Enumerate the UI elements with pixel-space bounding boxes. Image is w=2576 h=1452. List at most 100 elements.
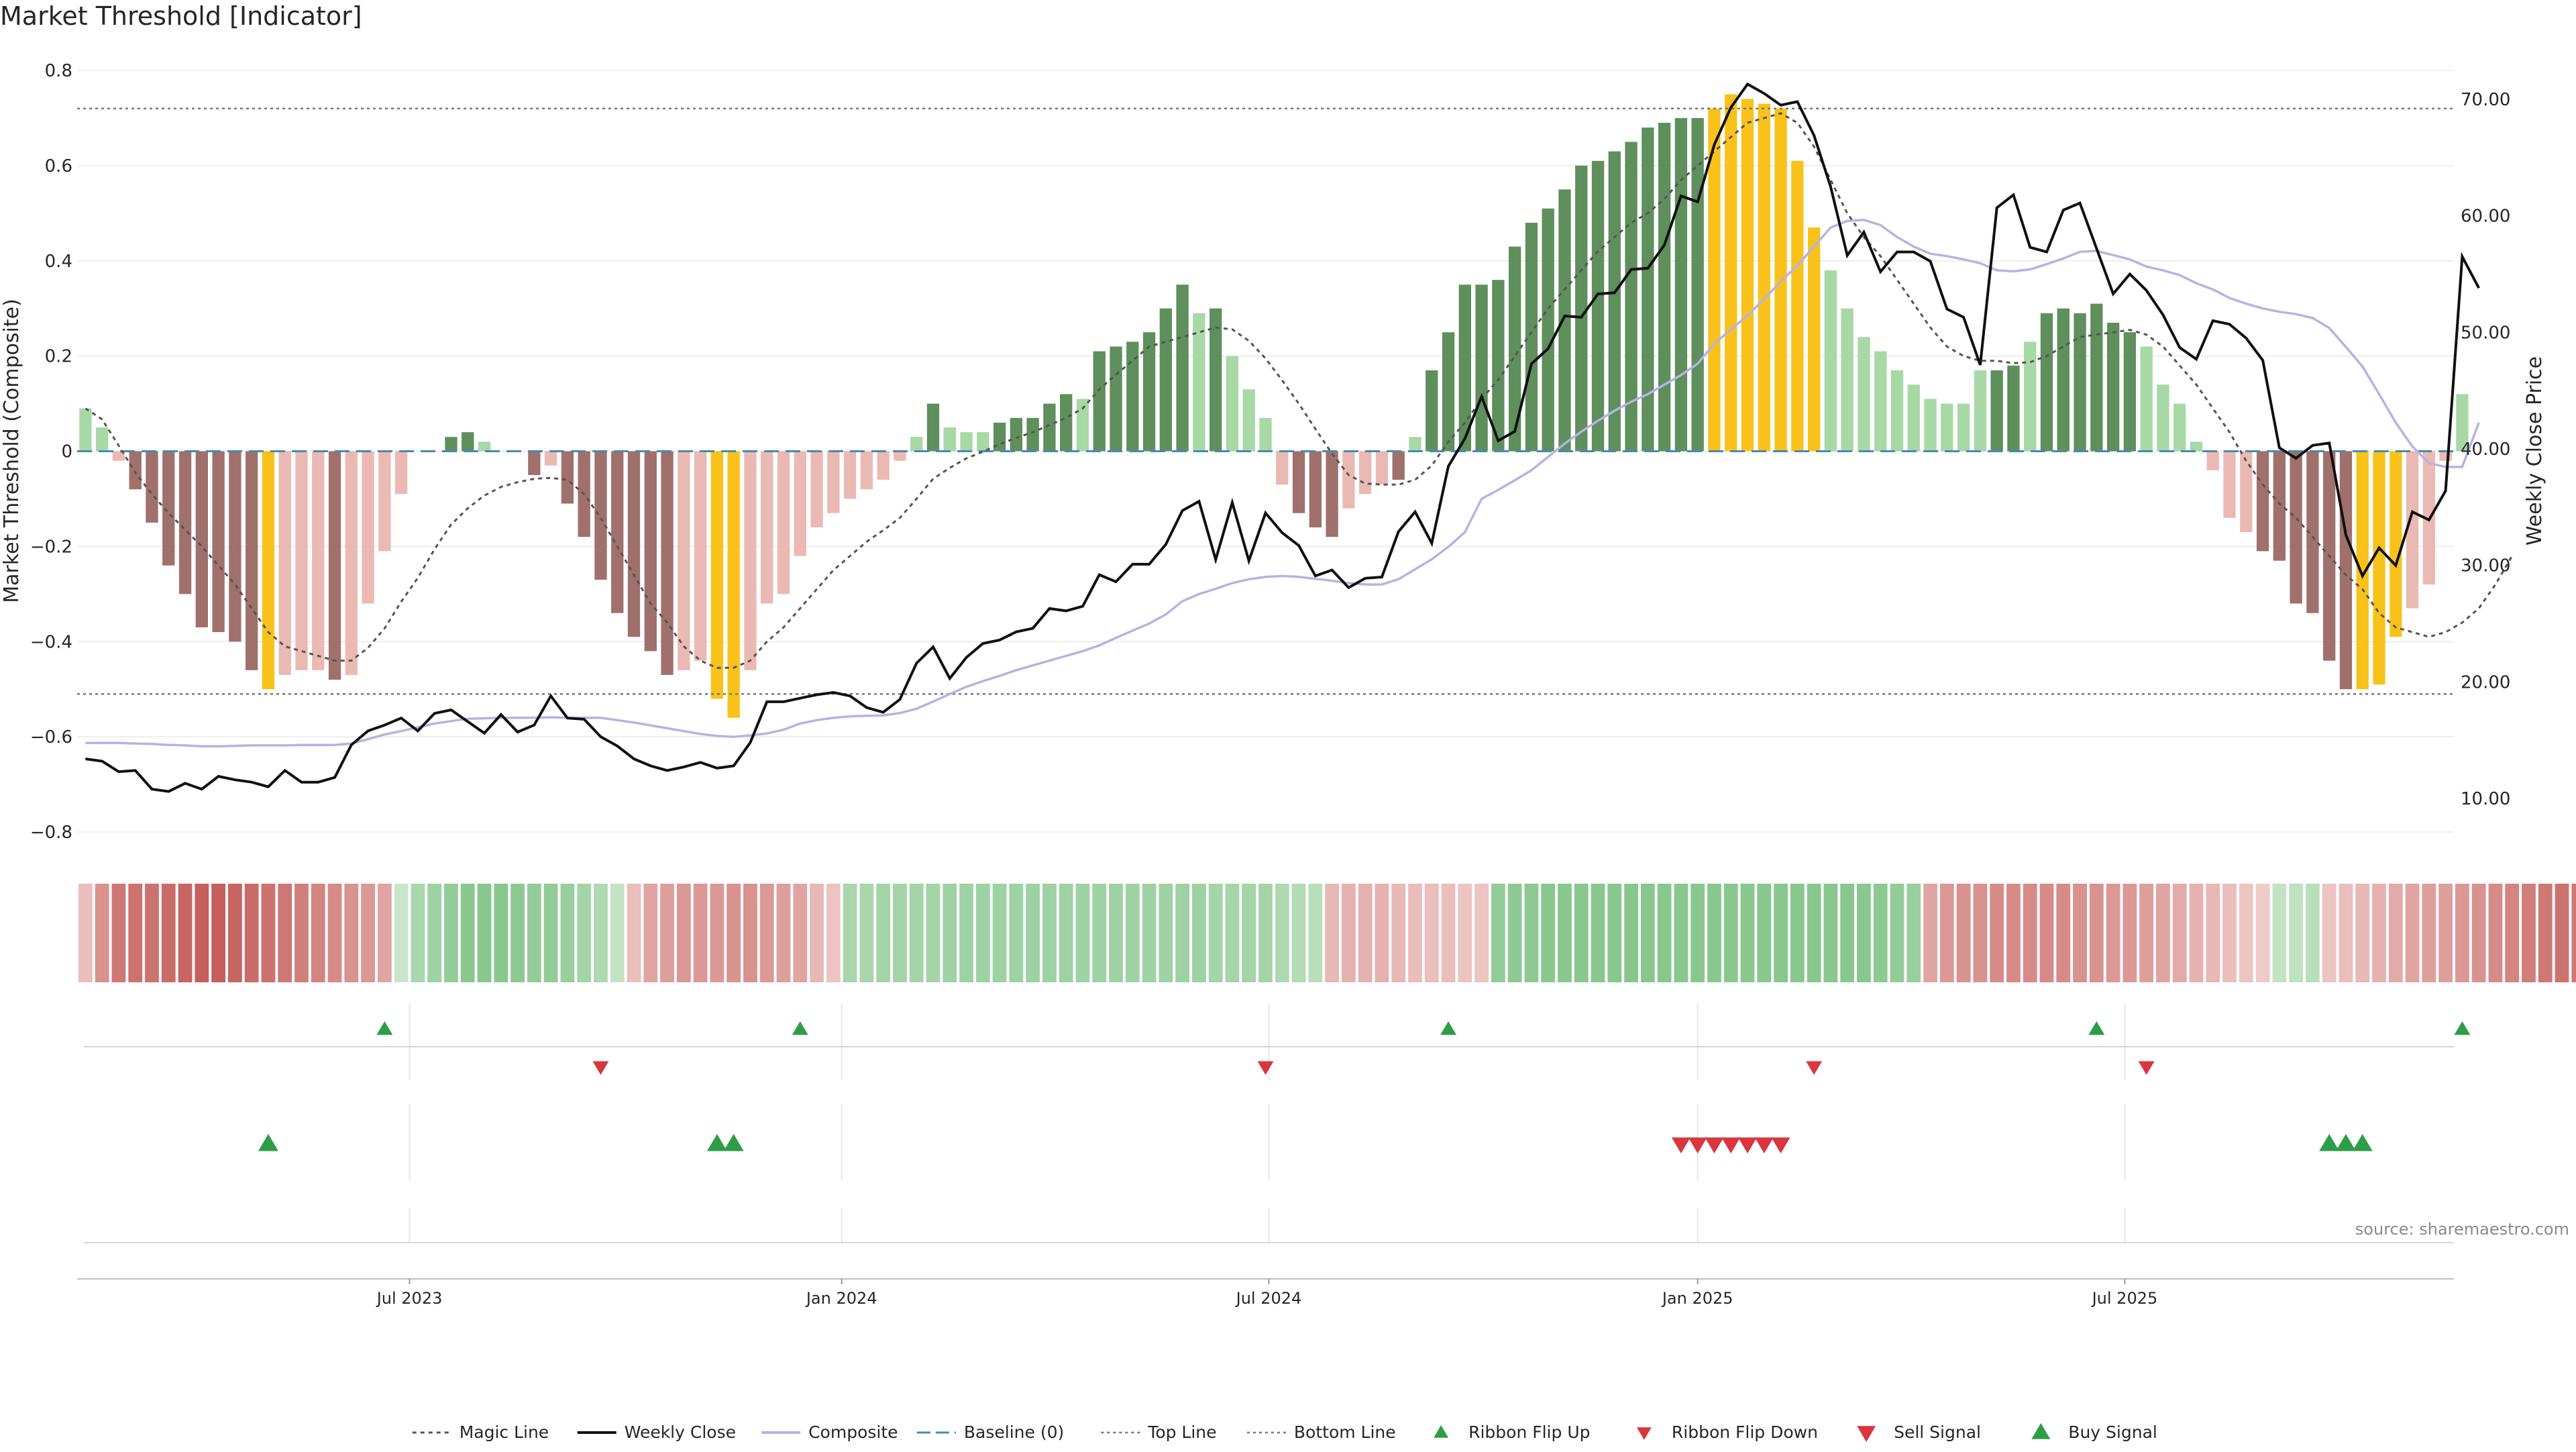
composite-bar	[1907, 384, 1920, 452]
composite-bar	[661, 451, 674, 675]
ribbon-cell	[1474, 884, 1489, 982]
legend-label: Weekly Close	[625, 1422, 736, 1442]
page-title: Market Threshold [Indicator]	[0, 1, 362, 31]
ribbon-cell	[1175, 884, 1190, 982]
ribbon-cell	[1291, 884, 1306, 982]
composite-bar	[1276, 451, 1289, 485]
composite-bar	[1475, 284, 1488, 452]
composite-bar	[1458, 284, 1471, 452]
composite-bar	[1392, 451, 1405, 480]
sell-signal-marker	[1754, 1137, 1774, 1153]
composite-bar	[744, 451, 757, 670]
composite-bar	[95, 427, 109, 452]
legend-sell-signal-swatch	[1857, 1426, 1876, 1442]
ribbon-cell	[244, 884, 259, 982]
composite-bar	[1342, 451, 1355, 509]
composite-bar	[295, 451, 308, 670]
ribbon-cell	[1159, 884, 1173, 982]
ribbon-cell	[1873, 884, 1888, 982]
x-axis-tick-label: Jul 2023	[376, 1289, 443, 1308]
composite-bar	[2106, 322, 2120, 452]
composite-bar	[112, 451, 125, 461]
composite-bar	[1210, 308, 1222, 452]
ribbon-cell	[2039, 884, 2054, 982]
ribbon-cell	[1026, 884, 1040, 982]
ribbon-cell	[1790, 884, 1805, 982]
legend-label: Sell Signal	[1894, 1422, 1981, 1442]
x-axis-tick-label: Jul 2025	[2091, 1289, 2158, 1308]
composite-bar	[993, 422, 1006, 452]
ribbon-cell	[78, 884, 93, 982]
composite-bar	[1442, 332, 1455, 452]
composite-bar	[2090, 303, 2103, 452]
composite-bar	[1525, 223, 1538, 452]
composite-bar	[2306, 451, 2319, 613]
composite-bar	[245, 451, 258, 670]
ribbon-cell	[1690, 884, 1705, 982]
ribbon-cell	[278, 884, 292, 982]
legend-ribbon-flip-down-swatch	[1636, 1427, 1652, 1440]
ribbon-flip-down-marker	[1257, 1061, 1274, 1075]
composite-bar	[1010, 417, 1023, 452]
ribbon-cell	[394, 884, 409, 982]
ribbon-cell	[2538, 884, 2553, 982]
ribbon-cell	[776, 884, 791, 982]
ribbon-cell	[660, 884, 674, 982]
composite-bar	[678, 451, 690, 670]
composite-bar	[1858, 337, 1870, 452]
ribbon-cell	[460, 884, 475, 982]
ribbon-cell	[1857, 884, 1871, 982]
ribbon-cell	[2206, 884, 2220, 982]
ribbon-cell	[1075, 884, 1090, 982]
ribbon-heatmap	[78, 884, 2576, 982]
composite-bar	[262, 451, 275, 690]
composite-bar	[2406, 451, 2419, 609]
ribbon-cell	[992, 884, 1007, 982]
left-axis-tick-label: −0.4	[30, 632, 72, 652]
legend-label: Bottom Line	[1294, 1422, 1396, 1442]
left-axis-tick-label: 0.2	[45, 347, 72, 367]
ribbon-flip-down-marker	[1806, 1061, 1823, 1075]
composite-bar	[1791, 160, 1804, 452]
ribbon-flip-down-marker	[2138, 1061, 2155, 1075]
ribbon-cell	[2239, 884, 2253, 982]
composite-bar	[1924, 399, 1937, 452]
composite-bar	[312, 451, 325, 670]
composite-bar	[1142, 332, 1156, 452]
composite-bar	[1625, 142, 1638, 452]
x-axis-tick-label: Jan 2024	[805, 1289, 877, 1308]
composite-bar	[1807, 227, 1821, 452]
ribbon-cell	[1242, 884, 1256, 982]
ribbon-cell	[2455, 884, 2469, 982]
composite-bar	[827, 451, 840, 513]
composite-bar	[1176, 284, 1189, 452]
ribbon-cell	[943, 884, 957, 982]
ribbon-cell	[95, 884, 109, 982]
ribbon-cell	[2322, 884, 2337, 982]
ribbon-cell	[1258, 884, 1273, 982]
composite-bar	[1957, 403, 1970, 452]
right-axis-tick-label: 70.00	[2461, 90, 2510, 110]
ribbon-cell	[610, 884, 625, 982]
right-axis-label: Weekly Close Price	[2523, 356, 2546, 546]
ribbon-cell	[1142, 884, 1157, 982]
ribbon-cell	[444, 884, 458, 982]
composite-bar	[146, 451, 158, 523]
ribbon-cell	[876, 884, 891, 982]
ribbon-cell	[859, 884, 874, 982]
composite-bar	[2256, 451, 2269, 552]
composite-bar	[478, 442, 491, 452]
ribbon-cell	[1358, 884, 1373, 982]
ribbon-cell	[2488, 884, 2503, 982]
composite-bar	[2157, 384, 2169, 452]
ribbon-cell	[1125, 884, 1140, 982]
ribbon-cell	[327, 884, 342, 982]
composite-bar	[2223, 451, 2236, 518]
ribbon-cell	[1740, 884, 1755, 982]
buy-signal-marker	[2352, 1134, 2373, 1151]
composite-bar	[694, 451, 707, 661]
composite-bar	[1725, 94, 1737, 452]
ribbon-cell	[1657, 884, 1672, 982]
right-axis-tick-label: 10.00	[2461, 789, 2510, 809]
ribbon-cell	[693, 884, 708, 982]
